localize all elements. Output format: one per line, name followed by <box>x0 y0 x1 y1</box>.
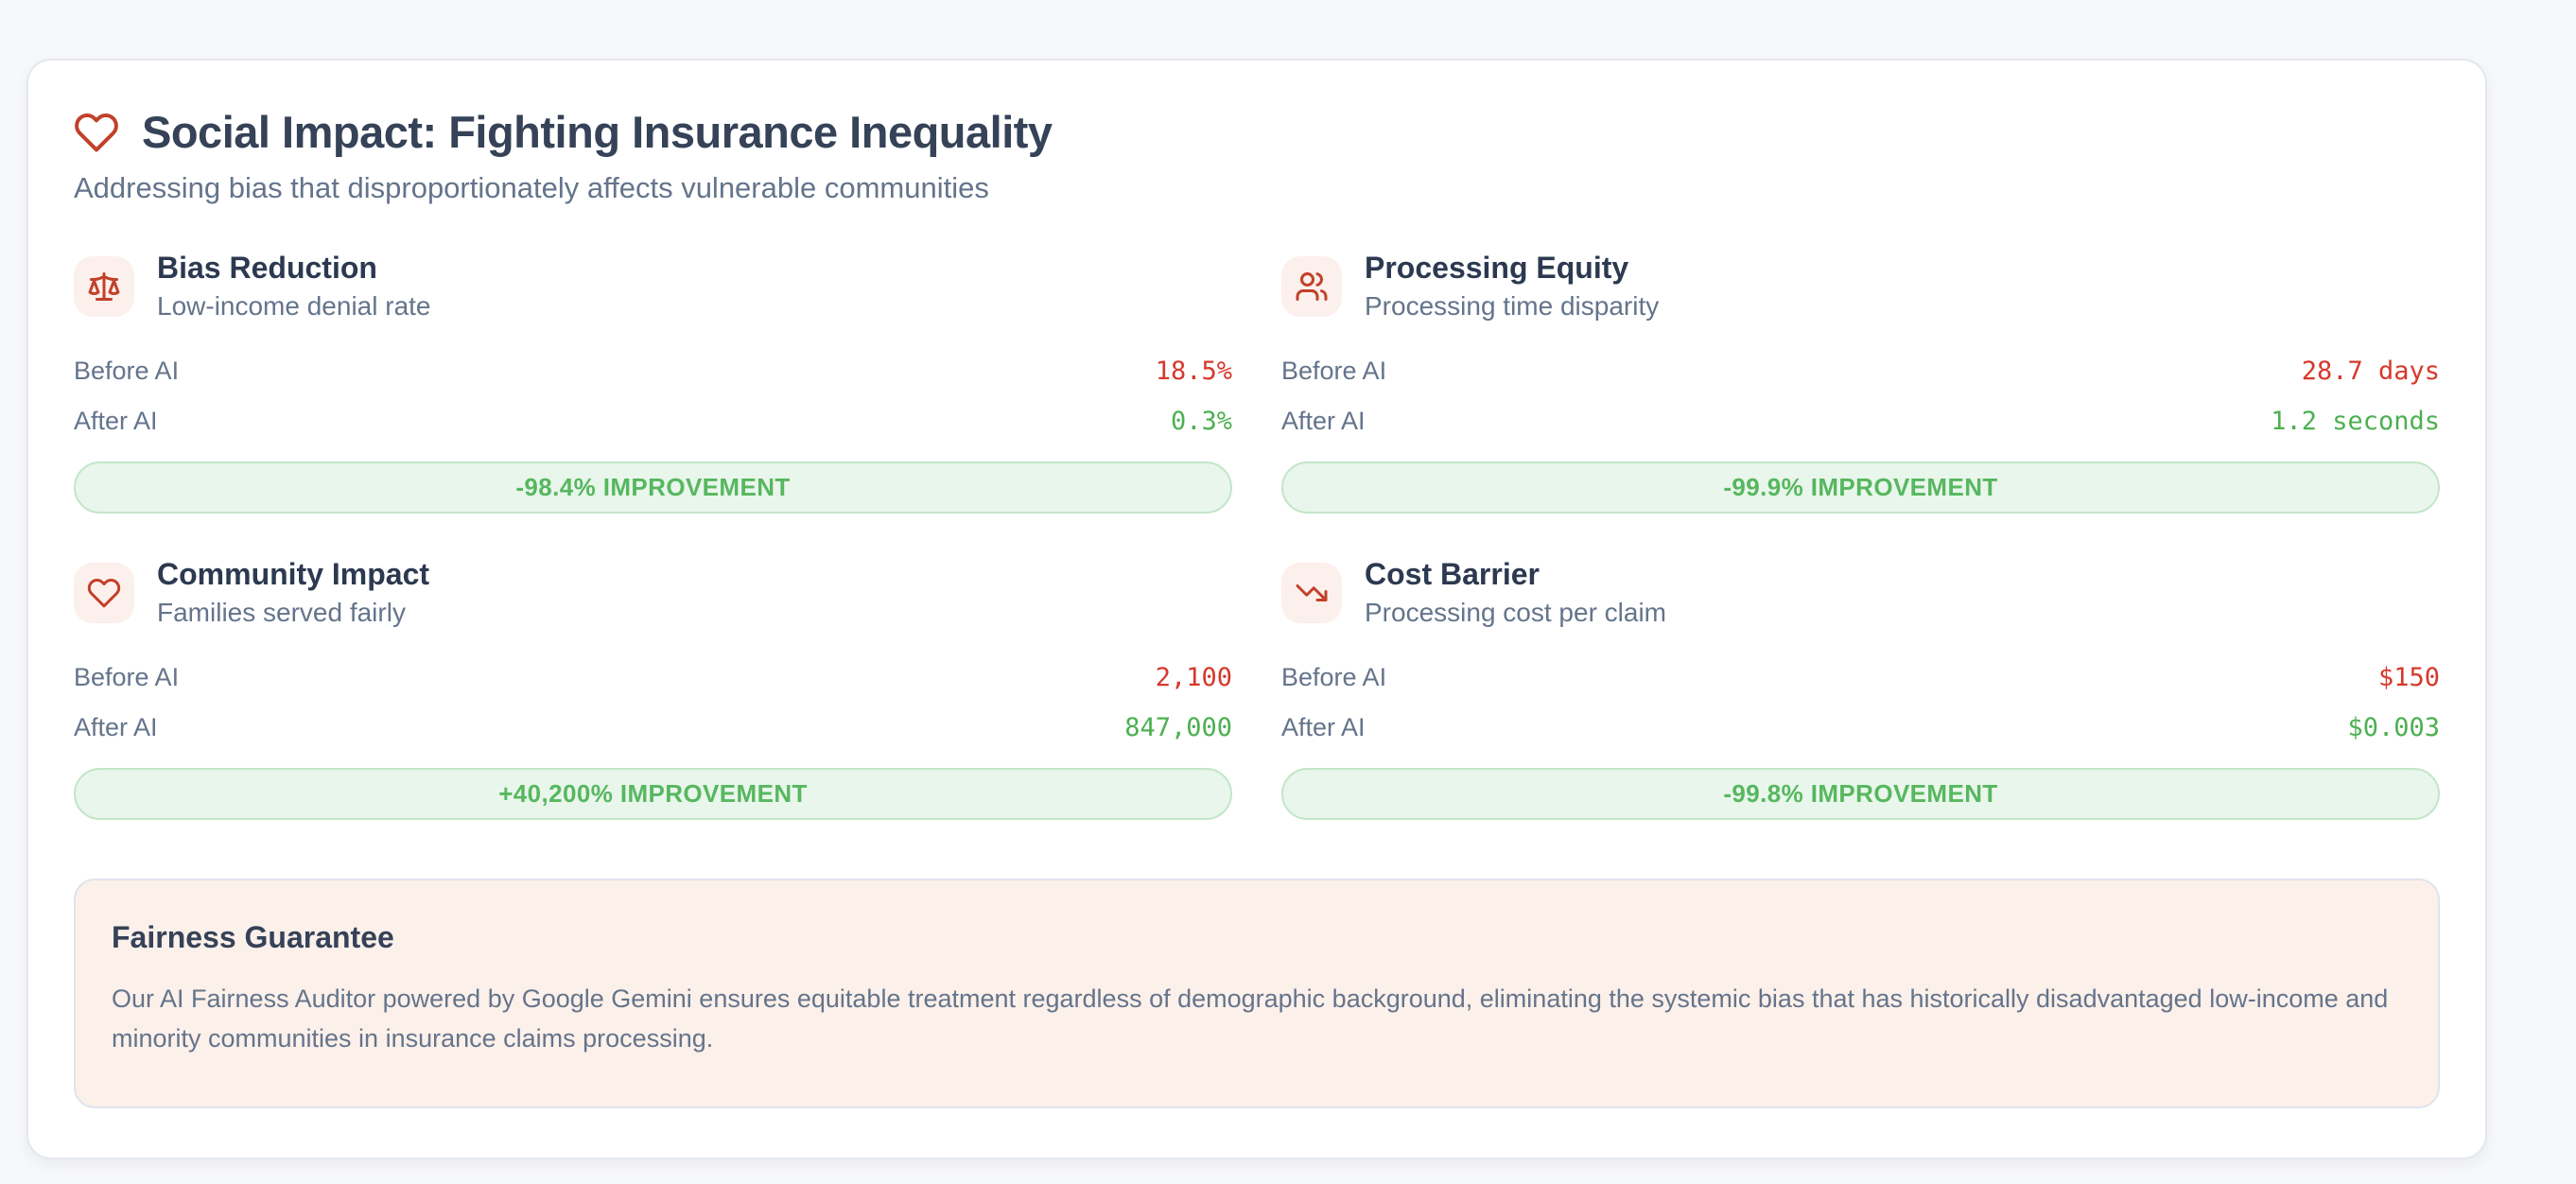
metric-titles: Cost Barrier Processing cost per claim <box>1365 557 1666 628</box>
before-label: Before AI <box>1281 357 1387 385</box>
icon-box <box>1281 562 1342 623</box>
fairness-title: Fairness Guarantee <box>112 920 394 954</box>
before-value: 18.5% <box>1155 357 1232 386</box>
page-subtitle: Addressing bias that disproportionately … <box>74 171 989 204</box>
before-value: 28.7 days <box>2301 357 2440 386</box>
metric-bias-reduction: Bias Reduction Low-income denial rate Be… <box>74 251 1232 514</box>
heart-icon <box>75 113 118 151</box>
scale-icon <box>88 271 120 301</box>
metric-subtitle: Processing time disparity <box>1365 291 1660 321</box>
before-value: $150 <box>2377 663 2440 692</box>
after-label: After AI <box>1281 713 1366 741</box>
metric-cost-barrier: Cost Barrier Processing cost per claim B… <box>1281 557 2440 820</box>
after-value: 1.2 seconds <box>2271 407 2440 436</box>
after-value: $0.003 <box>2347 713 2440 742</box>
icon-box <box>74 562 134 623</box>
metric-titles: Community Impact Families served fairly <box>157 557 429 628</box>
metric-processing-equity: Processing Equity Processing time dispar… <box>1281 251 2440 514</box>
fairness-guarantee-panel: Fairness Guarantee Our AI Fairness Audit… <box>74 879 2440 1108</box>
before-value: 2,100 <box>1155 663 1232 692</box>
page-title: Social Impact: Fighting Insurance Inequa… <box>142 107 1053 157</box>
improvement-badge: -98.4% IMPROVEMENT <box>74 461 1232 514</box>
trending-down-icon <box>1296 583 1328 601</box>
metric-subtitle: Processing cost per claim <box>1365 598 1667 627</box>
after-value: 0.3% <box>1170 407 1232 436</box>
metric-community-impact: Community Impact Families served fairly … <box>74 557 1232 820</box>
improvement-badge: -99.9% IMPROVEMENT <box>1281 461 2440 514</box>
improvement-badge: -99.8% IMPROVEMENT <box>1281 768 2440 820</box>
card-header: Social Impact: Fighting Insurance Inequa… <box>74 106 2440 158</box>
after-row: After AI $0.003 <box>1281 703 2440 753</box>
metric-titles: Processing Equity Processing time dispar… <box>1365 251 1659 322</box>
metric-title: Cost Barrier <box>1365 557 1540 591</box>
metric-subtitle: Families served fairly <box>157 598 406 627</box>
metric-title: Community Impact <box>157 557 430 591</box>
metric-header: Bias Reduction Low-income denial rate <box>74 251 1232 322</box>
icon-box <box>1281 255 1342 317</box>
after-row: After AI 0.3% <box>74 396 1232 446</box>
metric-header: Cost Barrier Processing cost per claim <box>1281 557 2440 628</box>
before-label: Before AI <box>74 357 180 385</box>
fairness-body: Our AI Fairness Auditor powered by Googl… <box>112 984 2389 1053</box>
after-row: After AI 1.2 seconds <box>1281 396 2440 446</box>
after-row: After AI 847,000 <box>74 703 1232 753</box>
metric-header: Community Impact Families served fairly <box>74 557 1232 628</box>
before-label: Before AI <box>74 663 180 691</box>
metrics-grid: Bias Reduction Low-income denial rate Be… <box>74 251 2440 820</box>
before-row: Before AI $150 <box>1281 653 2440 703</box>
metric-title: Processing Equity <box>1365 251 1629 285</box>
icon-box <box>74 255 134 317</box>
users-icon <box>1296 271 1328 301</box>
metric-header: Processing Equity Processing time dispar… <box>1281 251 2440 322</box>
metric-title: Bias Reduction <box>157 251 377 285</box>
after-label: After AI <box>74 713 158 741</box>
improvement-badge: +40,200% IMPROVEMENT <box>74 768 1232 820</box>
heart-icon <box>87 578 121 607</box>
after-label: After AI <box>74 407 158 435</box>
social-impact-card: Social Impact: Fighting Insurance Inequa… <box>26 59 2487 1159</box>
before-row: Before AI 28.7 days <box>1281 346 2440 396</box>
after-value: 847,000 <box>1124 713 1232 742</box>
before-row: Before AI 18.5% <box>74 346 1232 396</box>
before-label: Before AI <box>1281 663 1387 691</box>
after-label: After AI <box>1281 407 1366 435</box>
before-row: Before AI 2,100 <box>74 653 1232 703</box>
metric-subtitle: Low-income denial rate <box>157 291 431 321</box>
metric-titles: Bias Reduction Low-income denial rate <box>157 251 431 322</box>
